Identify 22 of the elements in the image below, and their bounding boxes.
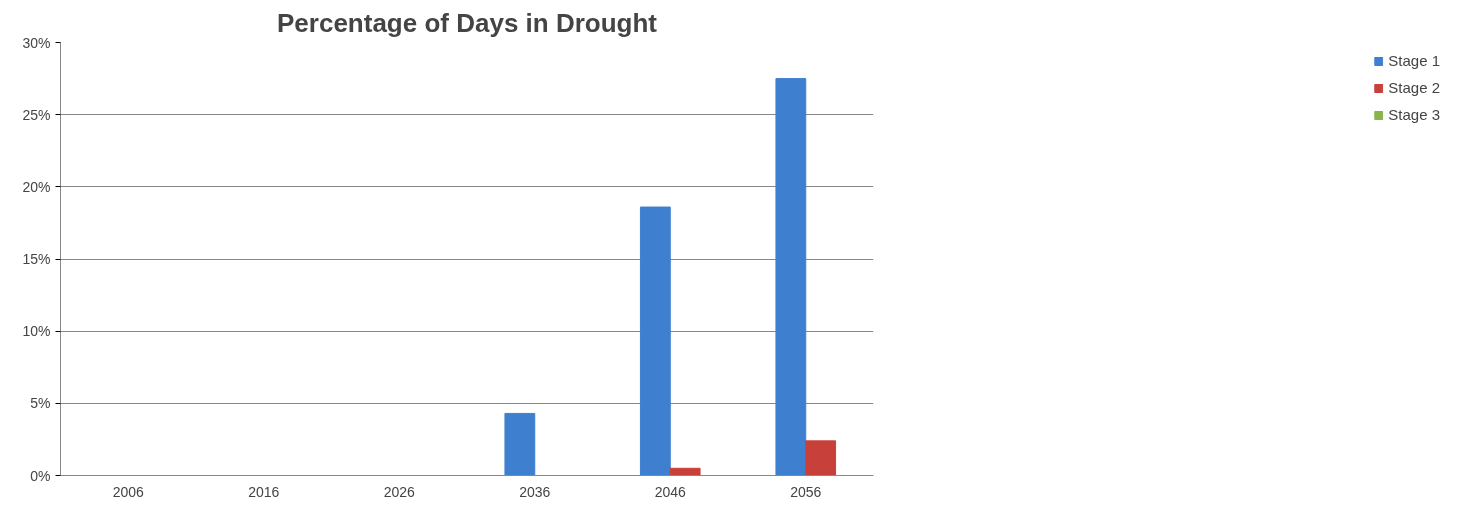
y-tick-label: 20% xyxy=(22,178,51,195)
bar xyxy=(504,412,536,476)
y-tick-label: 10% xyxy=(22,323,51,340)
legend-label: Stage 1 xyxy=(1388,52,1440,69)
chart-title: Percentage of Days in Drought xyxy=(277,7,658,38)
y-tick-label: 15% xyxy=(22,251,51,267)
bar xyxy=(639,206,671,476)
bar xyxy=(669,467,701,476)
bar xyxy=(775,78,807,476)
x-tick-label: 2056 xyxy=(790,483,822,500)
x-tick-label: 2046 xyxy=(654,483,687,500)
y-tick-label: 30% xyxy=(22,34,51,51)
y-tick-label: 25% xyxy=(22,106,51,123)
legend-label: Stage 3 xyxy=(1388,106,1440,123)
legend-label: Stage 2 xyxy=(1388,79,1440,96)
bar xyxy=(805,440,837,476)
x-tick-label: 2016 xyxy=(248,483,280,500)
x-tick-label: 2026 xyxy=(383,483,416,500)
x-tick-label: 2006 xyxy=(112,483,145,500)
y-tick-label: 5% xyxy=(30,395,51,412)
y-tick-label: 0% xyxy=(30,467,51,484)
x-tick-label: 2036 xyxy=(519,483,551,500)
